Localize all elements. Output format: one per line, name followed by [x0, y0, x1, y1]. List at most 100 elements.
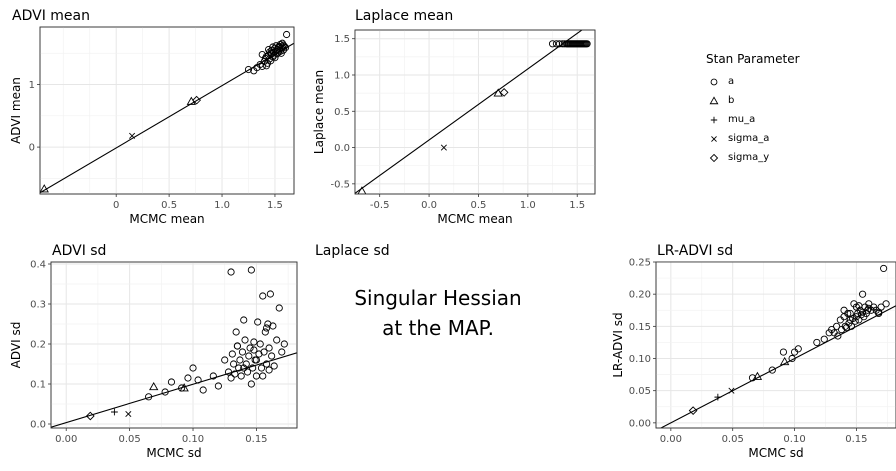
point-triangle	[40, 184, 49, 193]
point-triangle	[709, 95, 719, 104]
y-tick-label: 0.20	[629, 290, 651, 301]
point-circle	[276, 40, 284, 49]
point-circle	[236, 356, 244, 364]
point-cross	[711, 135, 717, 142]
x-tick-label: 0.10	[182, 434, 204, 445]
x-tick-label: 0.05	[118, 434, 140, 445]
point-circle	[243, 368, 252, 376]
legend-label: a	[728, 76, 735, 87]
y-tick-label: 0.0	[30, 420, 46, 431]
point-circle	[250, 346, 258, 354]
point-circle	[235, 364, 243, 372]
note-line-1: Singular Hessian	[354, 286, 522, 310]
point-circle	[238, 348, 247, 356]
y-tick-label: 0	[29, 143, 35, 154]
diamond-icon	[709, 153, 719, 162]
point-diamond	[192, 95, 202, 105]
point-circle	[242, 360, 250, 368]
point-circle	[240, 316, 248, 324]
reference-line	[355, 30, 583, 194]
legend-entry-sigma-y: sigma_y	[706, 148, 800, 167]
point-circle	[859, 290, 867, 298]
y-tick-label: 0.3	[30, 300, 46, 311]
point-diamond	[688, 406, 698, 416]
y-tick-label: -0.5	[330, 179, 350, 190]
y-tick-label: 0.00	[629, 418, 651, 429]
point-circle	[279, 46, 287, 54]
point-circle	[227, 268, 235, 276]
x-axis-label: MCMC mean	[129, 212, 204, 226]
x-axis-label: MCMC sd	[748, 446, 803, 460]
point-circle	[232, 328, 240, 336]
point-circle	[847, 322, 856, 330]
point-diamond	[499, 88, 509, 97]
x-tick-label: 0	[113, 200, 119, 211]
y-tick-label: 1	[29, 80, 35, 91]
point-triangle	[149, 381, 159, 391]
point-cross	[129, 132, 136, 139]
point-circle	[548, 40, 557, 48]
plot-area	[50, 261, 298, 429]
point-circle	[262, 360, 271, 368]
point-circle	[227, 374, 235, 382]
point-circle	[283, 30, 291, 39]
point-circle	[851, 317, 859, 325]
point-circle	[262, 62, 271, 70]
plot-area	[655, 261, 896, 429]
panel-title: Laplace mean	[355, 8, 453, 24]
x-axis-label: MCMC mean	[437, 212, 512, 226]
point-circle	[259, 292, 267, 300]
x-tick-label: 0.5	[471, 200, 487, 211]
y-axis-label: ADVI sd	[9, 322, 23, 369]
legend-entry-mu-a: mu_a	[706, 110, 800, 129]
point-circle	[273, 336, 281, 344]
chart-panel-2: -0.5 0.0 0.5 1.0 1.5 -0.5 0.0 0.5 1.0 1.5 Laplace …	[312, 8, 596, 226]
circle-icon	[710, 78, 718, 85]
point-circle	[748, 374, 757, 382]
panel-title: ADVI mean	[12, 8, 90, 24]
point-circle	[265, 344, 273, 352]
chart-panel-3: 0.00 0.05 0.10 0.15 0.0 0.1 0.2 0.3 0.4 ADVI sd MC…	[9, 243, 298, 460]
chart-panel-1: 0 0.5 1.0 1.5 0 1 ADVI mean MCMC mean ADVI mean	[9, 8, 295, 226]
point-circle	[266, 48, 274, 56]
reference-line	[51, 352, 297, 428]
cross-icon	[711, 135, 717, 142]
legend-title: Stan Parameter	[706, 52, 800, 66]
point-cross	[125, 410, 132, 418]
point-circle	[233, 342, 241, 350]
x-tick-label: 0.05	[722, 434, 744, 445]
point-circle	[145, 393, 153, 401]
plot-border	[655, 261, 896, 429]
point-circle	[788, 354, 796, 363]
point-circle	[254, 318, 262, 326]
plot-border	[39, 26, 295, 195]
point-plus	[111, 408, 118, 416]
legend-label: mu_a	[728, 114, 756, 125]
data-points	[357, 40, 591, 194]
point-circle	[247, 266, 255, 274]
note-line-2: at the MAP.	[382, 316, 494, 340]
point-circle	[252, 356, 261, 364]
point-triangle	[779, 356, 790, 366]
y-tick-label: 0.4	[30, 260, 46, 271]
x-tick-label: 1.5	[267, 200, 283, 211]
y-axis-label: LR-ADVI sd	[611, 312, 625, 377]
point-circle	[258, 50, 266, 59]
point-circle	[813, 338, 821, 347]
legend: Stan Parameter a b mu_a sigma_a sigma_y	[706, 52, 800, 167]
point-circle	[555, 40, 564, 48]
point-circle	[710, 78, 718, 85]
x-tick-label: 0.15	[245, 434, 267, 445]
point-circle	[224, 368, 233, 376]
point-circle	[264, 320, 272, 328]
legend-entry-sigma-a: sigma_a	[706, 129, 800, 148]
point-circle	[167, 378, 176, 386]
legend-entry-b: b	[706, 91, 800, 110]
point-circle	[271, 54, 279, 62]
point-circle	[882, 300, 890, 308]
point-circle	[244, 65, 253, 74]
y-tick-label: 0.5	[334, 107, 350, 118]
point-circle	[880, 264, 888, 273]
y-tick-label: 0.25	[629, 258, 651, 269]
singular-hessian-note: Singular Hessian at the MAP.	[345, 283, 531, 343]
